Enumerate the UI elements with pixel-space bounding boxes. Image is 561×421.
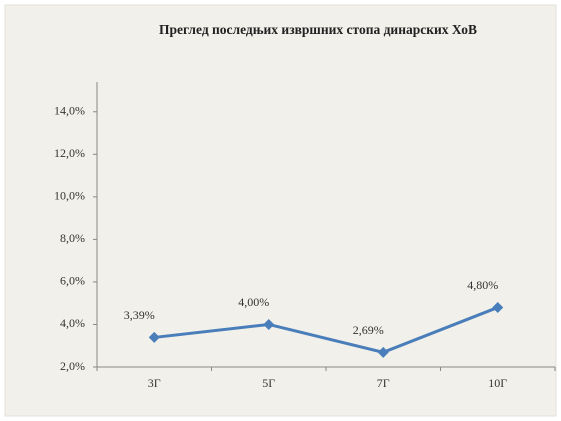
y-tick-label: 14,0% [54,104,85,118]
x-tick-label: 10Г [488,376,507,390]
data-label: 4,00% [238,295,269,309]
marker [263,318,275,330]
y-tick-label: 8,0% [60,231,85,245]
data-label: 3,39% [124,308,155,322]
marker [492,301,504,313]
chart-background [4,4,557,417]
y-tick-label: 6,0% [60,274,85,288]
chart-title: Преглед последњих извршних стопа динарск… [159,22,477,37]
marker [377,346,389,358]
data-label: 2,69% [353,323,384,337]
x-tick-label: 5Г [262,376,275,390]
y-tick-label: 10,0% [54,189,85,203]
data-label: 4,80% [467,278,498,292]
marker [148,331,160,343]
y-tick-label: 12,0% [54,146,85,160]
y-tick-label: 4,0% [60,316,85,330]
x-tick-label: 3Г [148,376,161,390]
line [154,306,499,354]
x-tick-label: 7Г [377,376,390,390]
y-tick-label: 2,0% [60,359,85,373]
